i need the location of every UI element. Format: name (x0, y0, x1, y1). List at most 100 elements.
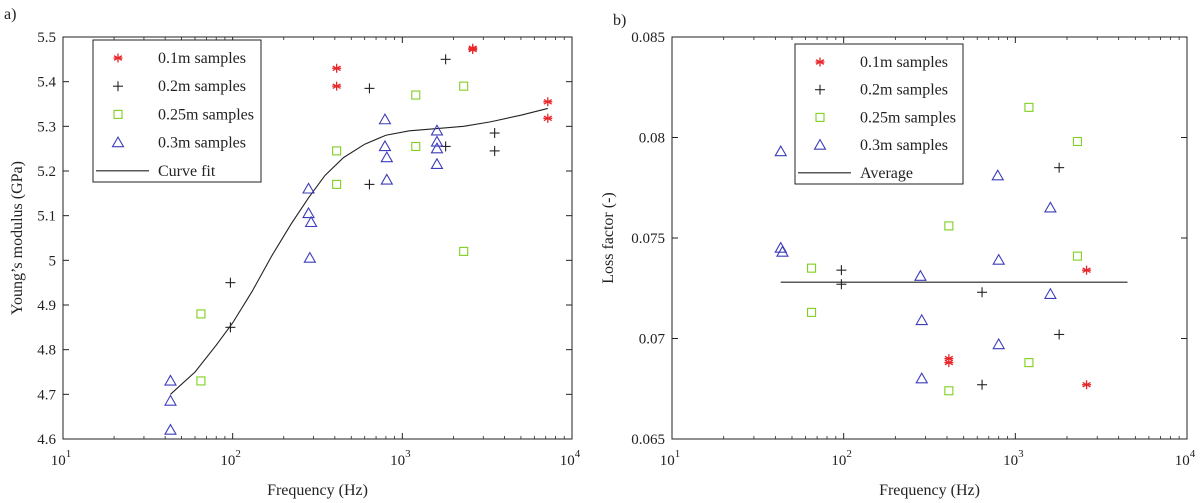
data-point (430, 135, 444, 147)
x-tick-label: 103 (390, 448, 411, 469)
x-minor-ticks (723, 37, 1180, 439)
y-tick-label: 4.6 (37, 432, 56, 448)
legend-item: 0.1m samples (113, 50, 246, 67)
legend-label: 0.25m samples (860, 109, 956, 126)
x-tick-label: 104 (560, 448, 581, 469)
y-tick-label: 4.8 (37, 343, 56, 359)
data-point (776, 245, 789, 257)
x-tick-label: 104 (1175, 448, 1196, 469)
data-point (225, 322, 236, 333)
data-point (1072, 251, 1082, 261)
y-tick-label: 4.9 (37, 298, 56, 314)
y-tick-label: 5.3 (37, 119, 56, 135)
data-point (468, 45, 478, 55)
legend-item: 0.25m samples (113, 106, 254, 123)
data-point (332, 179, 342, 189)
data-point (303, 251, 317, 263)
data-point (380, 150, 394, 163)
y-axis-title: Loss factor (-) (600, 192, 617, 284)
y-axis-title: Young’s modulus (GPa) (9, 161, 26, 315)
legend-item: 0.3m samples (813, 137, 948, 154)
chart-panel-b: b) 101 102 103 104 0.065 0.07 0.075 0.08 0.085 Fre… (600, 12, 1196, 499)
y-tick-label: 0.065 (631, 432, 665, 448)
legend-marker (113, 109, 123, 119)
y-tick-label: 4.7 (37, 387, 56, 403)
data-point (430, 142, 444, 154)
legend-item: 0.2m samples (815, 82, 948, 99)
data-point (543, 113, 553, 123)
series-asterisk (944, 265, 1092, 390)
legend: 0.1m samples 0.2m samples 0.25m samples 0.3… (92, 39, 262, 183)
legend-label: Curve fit (158, 163, 216, 180)
legend-marker (815, 57, 825, 67)
series-asterisk (332, 43, 553, 123)
y-tick-label: 0.085 (631, 30, 665, 46)
legend-marker (111, 135, 125, 148)
data-point (977, 379, 988, 390)
data-point (332, 146, 342, 156)
legend-item: 0.1m samples (815, 54, 948, 71)
data-point (1082, 265, 1092, 275)
legend-marker (815, 112, 825, 122)
data-point (836, 279, 847, 290)
series-triangle (774, 144, 1057, 384)
chart-panel-a: a) 101 102 103 104 4.6 4.7 4.8 4.9 5 5.1 5.2 5.3 5.4 5… (4, 6, 581, 499)
legend-label: 0.1m samples (158, 50, 246, 67)
data-point (411, 90, 421, 100)
data-point (304, 215, 318, 228)
data-point (164, 394, 177, 406)
data-point (378, 139, 392, 152)
data-point (196, 376, 206, 386)
x-tick-label: 101 (51, 448, 72, 469)
data-point (1024, 102, 1034, 112)
data-point (332, 81, 342, 91)
data-point (380, 173, 394, 185)
data-point (302, 206, 315, 219)
data-point (364, 179, 375, 190)
legend-label: 0.2m samples (158, 78, 246, 95)
legend-label: 0.1m samples (860, 54, 948, 71)
legend-label: 0.25m samples (158, 106, 254, 123)
series-triangle (164, 113, 444, 435)
data-point (807, 307, 817, 317)
y-tick-label: 0.075 (631, 231, 665, 247)
y-tick-label: 5.2 (37, 164, 56, 180)
plot-area-frame (62, 36, 573, 440)
data-point (1024, 358, 1034, 368)
data-point (836, 265, 847, 276)
x-tick-label: 101 (660, 448, 681, 469)
y-tick-label: 5.5 (37, 30, 56, 46)
data-point (991, 169, 1005, 181)
x-tick-label: 102 (220, 448, 241, 469)
legend-item: 0.2m samples (113, 78, 246, 95)
legend-item: 0.3m samples (111, 135, 246, 152)
series-plus (836, 162, 1065, 390)
y-tick-label: 5.4 (37, 75, 56, 91)
data-point (774, 144, 788, 157)
data-point (992, 253, 1006, 265)
legend-item: Curve fit (96, 163, 216, 180)
y-tick-label: 0.07 (639, 332, 666, 348)
data-point (225, 277, 236, 288)
series-square (196, 81, 469, 386)
data-point (913, 269, 927, 281)
legend-label: 0.3m samples (158, 135, 246, 152)
data-point (378, 113, 392, 125)
data-point (1043, 201, 1057, 213)
data-point (164, 423, 177, 435)
data-point (944, 358, 954, 368)
data-point (1072, 136, 1082, 147)
legend-marker (113, 53, 123, 63)
data-point (1054, 329, 1065, 340)
legend-label: Average (860, 165, 913, 182)
data-point (1082, 380, 1092, 390)
x-tick-label: 102 (831, 448, 852, 469)
x-axis-title: Frequency (Hz) (267, 482, 368, 499)
legend-label: 0.3m samples (860, 137, 948, 154)
x-axis-title: Frequency (Hz) (879, 482, 980, 499)
series-square (807, 102, 1082, 396)
legend-marker (813, 138, 827, 150)
data-point (411, 141, 421, 151)
data-point (430, 157, 444, 169)
